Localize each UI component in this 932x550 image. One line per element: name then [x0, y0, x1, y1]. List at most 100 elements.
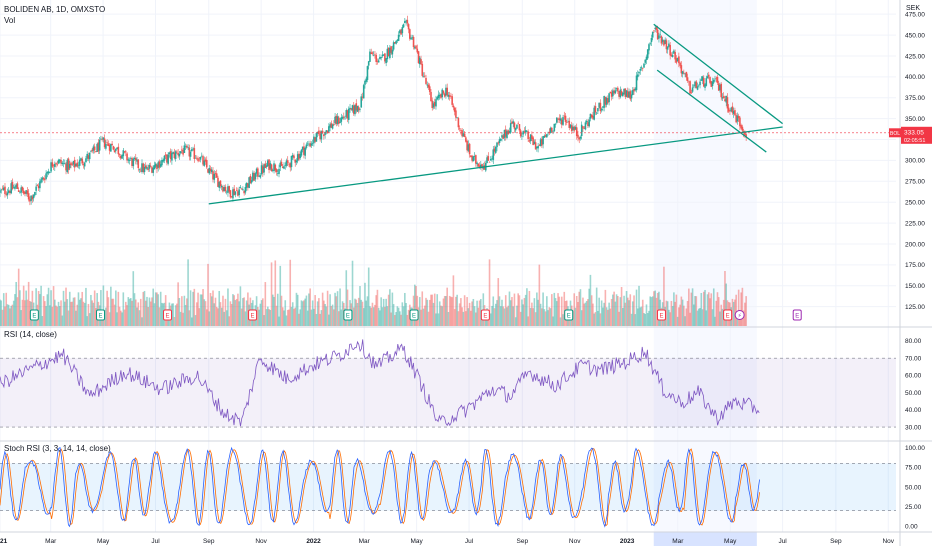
- volume-bar: [615, 294, 618, 326]
- candle-body: [229, 190, 232, 198]
- volume-bar: [575, 296, 578, 326]
- candle-body: [382, 54, 385, 56]
- rsi-tick-2: 60.00: [905, 373, 922, 380]
- candle-body: [172, 152, 174, 154]
- volume-bar: [395, 312, 397, 326]
- volume-bar: [321, 292, 324, 326]
- trendline-support: [208, 126, 783, 205]
- volume-bar: [636, 308, 639, 326]
- price-tick-14: 125.00: [905, 304, 925, 311]
- candle-body: [741, 126, 744, 131]
- volume-bar: [461, 307, 463, 326]
- candle-body: [513, 122, 516, 129]
- candle-body: [714, 78, 716, 80]
- volume-bar: [316, 301, 319, 326]
- candle-body: [306, 143, 309, 145]
- candle-body: [381, 54, 384, 57]
- candle-body: [590, 114, 593, 118]
- volume-bar: [27, 281, 30, 326]
- candle-body: [87, 155, 90, 159]
- volume-bar: [88, 313, 91, 326]
- candle-body: [299, 154, 301, 159]
- candle-body: [106, 142, 108, 144]
- candle-body: [168, 152, 171, 155]
- volume-bar: [147, 306, 150, 326]
- candle-body: [465, 137, 467, 142]
- volume-bar: [142, 292, 145, 326]
- volume-bar: [516, 305, 518, 326]
- candle-body: [204, 159, 207, 162]
- candle-body: [308, 144, 310, 146]
- candle-body: [191, 149, 193, 152]
- volume-bar: [428, 299, 431, 326]
- candle-body: [101, 139, 103, 140]
- candle-body: [426, 84, 429, 86]
- volume-bar: [512, 306, 515, 326]
- candle-body: [646, 49, 649, 59]
- price-tick-9: 250.00: [905, 199, 925, 206]
- candle-body: [120, 155, 122, 159]
- time-label-5: Nov: [255, 538, 267, 545]
- candle-body: [110, 144, 112, 152]
- volume-bar: [619, 297, 622, 326]
- volume-bar: [203, 299, 206, 326]
- volume-bar: [35, 288, 37, 326]
- volume-bar: [488, 259, 491, 326]
- volume-bar: [57, 301, 60, 326]
- candle-body: [217, 177, 219, 187]
- candle-body: [55, 163, 57, 165]
- candle-body: [531, 135, 533, 139]
- volume-bar: [49, 305, 51, 326]
- volume-bar: [473, 306, 476, 326]
- volume-bar: [6, 304, 9, 326]
- volume-bar: [477, 307, 480, 326]
- volume-bar: [41, 316, 44, 326]
- volume-bar: [242, 298, 244, 326]
- candle-body: [147, 168, 150, 170]
- last-price-box: [901, 126, 932, 144]
- volume-bar: [259, 303, 262, 326]
- volume-bar: [557, 293, 559, 326]
- volume-bar: [209, 293, 212, 326]
- volume-bar: [531, 302, 533, 326]
- candle-body: [498, 139, 501, 143]
- event-marker-5: [409, 309, 419, 321]
- candle-body: [638, 71, 640, 74]
- candle-body: [49, 172, 51, 173]
- volume-bar: [538, 264, 541, 326]
- candle-body: [224, 186, 227, 192]
- volume-bar: [50, 290, 52, 326]
- candle-body: [521, 135, 523, 137]
- volume-bar: [22, 285, 25, 326]
- volume-bar: [213, 303, 216, 326]
- candle-body: [734, 110, 736, 116]
- volume-bar: [278, 316, 280, 326]
- volume-bar: [421, 291, 424, 326]
- candle-body: [623, 88, 625, 95]
- trendline-channel-top: [653, 23, 784, 125]
- candle-body: [372, 54, 375, 56]
- volume-bar: [100, 290, 102, 326]
- volume-bar: [294, 307, 297, 326]
- candle-body: [260, 165, 263, 175]
- event-label-6: E: [483, 313, 487, 319]
- stoch-k-line: [0, 446, 760, 528]
- volume-bar: [431, 294, 434, 326]
- volume-bar: [375, 295, 377, 326]
- volume-bar: [186, 298, 188, 326]
- volume-bar: [455, 296, 457, 326]
- volume-bar: [52, 286, 55, 326]
- volume-bar: [76, 304, 79, 326]
- candle-body: [318, 130, 320, 135]
- candle-body: [336, 116, 339, 124]
- volume-bar: [326, 290, 329, 326]
- candle-body: [422, 76, 425, 78]
- volume-bar: [737, 289, 740, 326]
- candle-body: [406, 19, 409, 24]
- volume-bar: [418, 297, 421, 326]
- candle-body: [310, 143, 313, 146]
- volume-bar: [451, 297, 453, 326]
- volume-bar: [423, 305, 426, 326]
- volume-bar: [609, 308, 612, 326]
